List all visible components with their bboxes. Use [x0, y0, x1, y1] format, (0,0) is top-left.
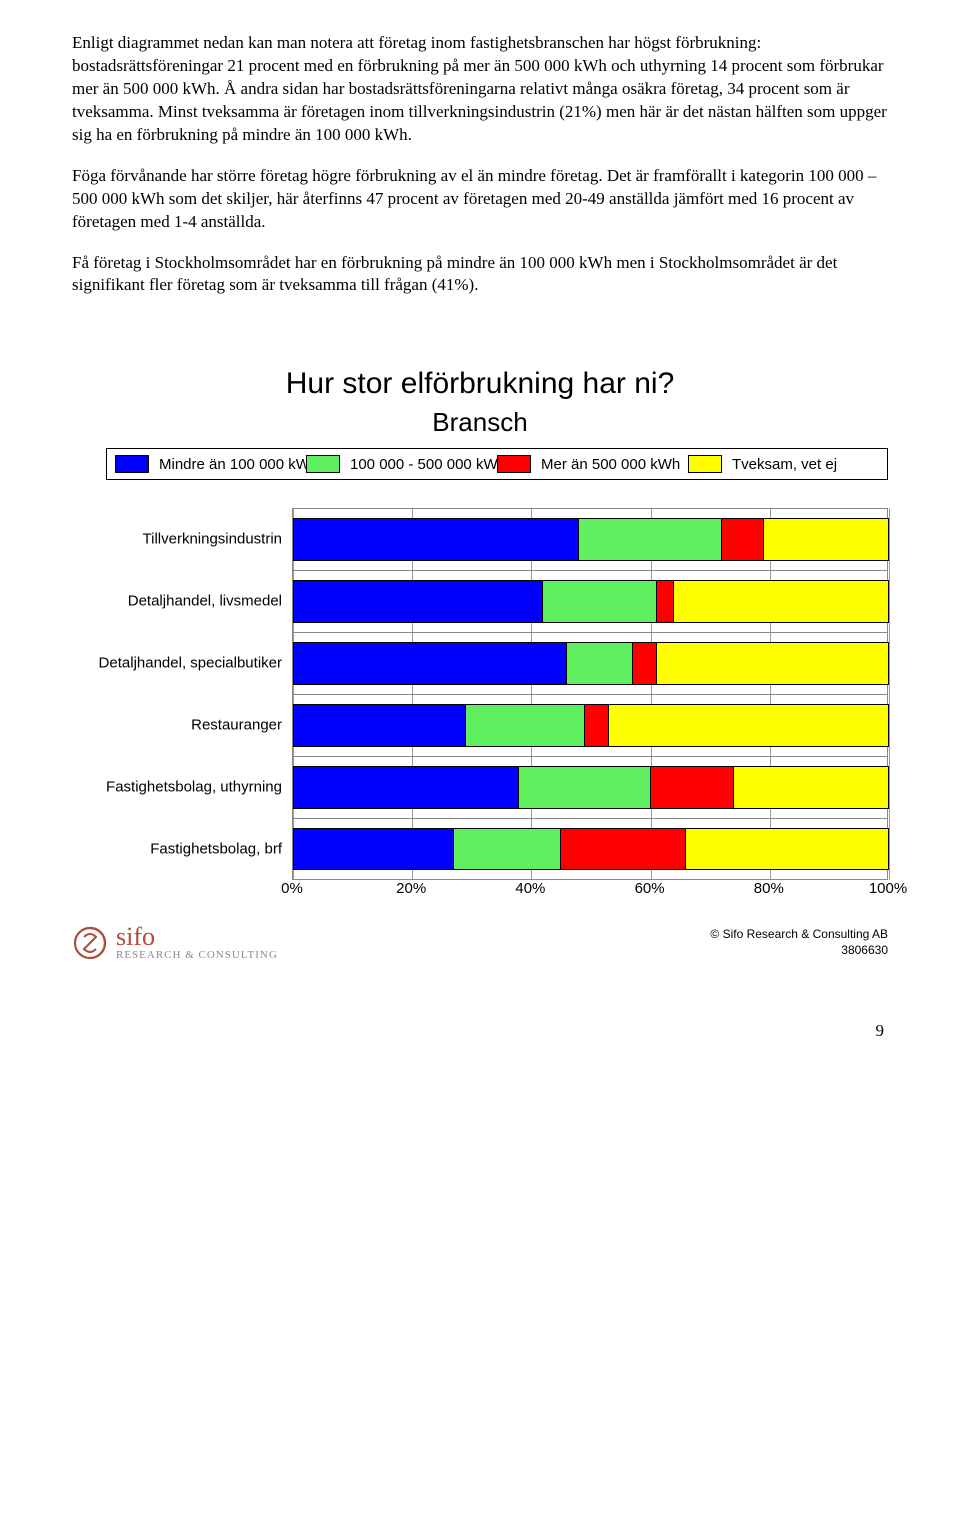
chart-row [293, 756, 887, 818]
chart-plot-area [292, 508, 888, 880]
bar-segment [722, 518, 764, 561]
bar-segment [561, 828, 686, 870]
legend-label: Mindre än 100 000 kWh [159, 456, 306, 473]
bar-segment [293, 766, 519, 809]
x-tick-label: 0% [281, 880, 303, 897]
legend-swatch [497, 455, 531, 473]
x-tick-label: 60% [635, 880, 665, 897]
bar-segment [657, 580, 675, 623]
chart-legend: Mindre än 100 000 kWh 100 000 - 500 000 k… [106, 448, 888, 480]
bar-segment [454, 828, 561, 870]
bar-segment [466, 704, 585, 747]
chart-x-axis: 0%20%40%60%80%100% [292, 880, 888, 910]
chart-row [293, 508, 887, 570]
paragraph-2: Föga förvånande har större företag högre… [72, 165, 888, 234]
bar-segment [293, 828, 454, 870]
sifo-logo-text: sifo [116, 924, 278, 950]
bar-segment [686, 828, 889, 870]
category-label: Restauranger [72, 717, 282, 734]
category-label: Fastighetsbolag, brf [72, 841, 282, 858]
legend-item-1: 100 000 - 500 000 kWh [306, 455, 497, 473]
sifo-logo-subtext: RESEARCH & CONSULTING [116, 950, 278, 961]
chart-subtitle: Bransch [72, 407, 888, 438]
bar-segment [633, 642, 657, 685]
paragraph-1: Enligt diagrammet nedan kan man notera a… [72, 32, 888, 147]
legend-swatch [306, 455, 340, 473]
category-label: Tillverkningsindustrin [72, 531, 282, 548]
chart-row [293, 570, 887, 632]
legend-swatch [688, 455, 722, 473]
legend-label: Mer än 500 000 kWh [541, 456, 680, 473]
legend-item-2: Mer än 500 000 kWh [497, 455, 688, 473]
category-label: Fastighetsbolag, uthyrning [72, 779, 282, 796]
bar-segment [674, 580, 889, 623]
x-tick-label: 100% [869, 880, 907, 897]
x-tick-label: 20% [396, 880, 426, 897]
credit-block: © Sifo Research & Consulting AB 3806630 [710, 927, 888, 958]
bar-segment [293, 642, 567, 685]
chart-title: Hur stor elförbrukning har ni? [72, 367, 888, 401]
legend-swatch [115, 455, 149, 473]
bar-segment [734, 766, 889, 809]
sifo-logo-mark [72, 925, 108, 961]
bar-segment [579, 518, 722, 561]
bar-segment [764, 518, 889, 561]
x-tick-label: 40% [515, 880, 545, 897]
bar-segment [567, 642, 633, 685]
chart-row [293, 818, 887, 880]
chart-container: Hur stor elförbrukning har ni? Bransch M… [72, 367, 888, 961]
bar-segment [519, 766, 650, 809]
bar-segment [651, 766, 734, 809]
credit-line-1: © Sifo Research & Consulting AB [710, 927, 888, 943]
sifo-logo: sifo RESEARCH & CONSULTING [72, 924, 278, 961]
legend-item-3: Tveksam, vet ej [688, 455, 879, 473]
chart-row [293, 694, 887, 756]
chart-row [293, 632, 887, 694]
bar-segment [585, 704, 609, 747]
category-label: Detaljhandel, specialbutiker [72, 655, 282, 672]
legend-label: Tveksam, vet ej [732, 456, 837, 473]
legend-label: 100 000 - 500 000 kWh [350, 456, 497, 473]
legend-item-0: Mindre än 100 000 kWh [115, 455, 306, 473]
chart-footer: sifo RESEARCH & CONSULTING © Sifo Resear… [72, 924, 888, 961]
paragraph-3: Få företag i Stockholmsområdet har en fö… [72, 252, 888, 298]
bar-segment [293, 580, 543, 623]
bar-segment [609, 704, 889, 747]
x-tick-label: 80% [754, 880, 784, 897]
gridline [889, 508, 890, 880]
credit-line-2: 3806630 [710, 943, 888, 959]
page-number: 9 [72, 1021, 888, 1041]
category-label: Detaljhandel, livsmedel [72, 593, 282, 610]
bar-segment [293, 704, 466, 747]
bar-segment [543, 580, 656, 623]
bar-segment [293, 518, 579, 561]
bar-segment [657, 642, 889, 685]
